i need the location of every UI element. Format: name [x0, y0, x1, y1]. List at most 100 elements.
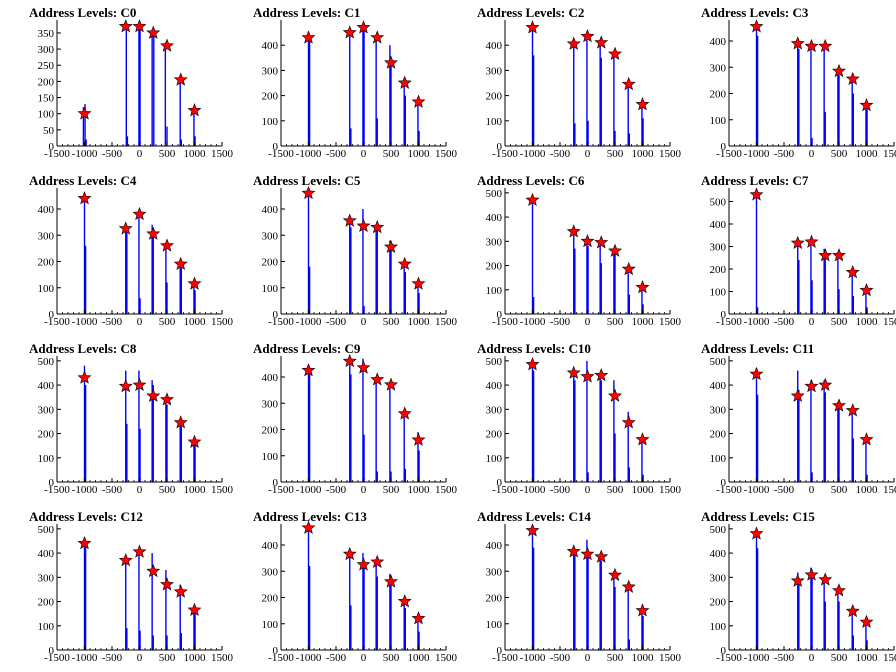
y-tick-label: 0 [497, 141, 503, 153]
peak-marker [594, 35, 609, 49]
peak-marker [845, 265, 860, 279]
peak-marker [749, 187, 764, 201]
y-tick-label: 0 [721, 477, 727, 489]
y-tick-label: 200 [38, 76, 55, 88]
y-tick-label: 100 [262, 619, 279, 631]
x-tick-label: 1500 [435, 148, 458, 160]
y-tick-label: 0 [721, 141, 727, 153]
peak-marker [370, 554, 385, 568]
y-tick-label: 200 [710, 264, 727, 276]
x-tick-label: -1500 [492, 652, 518, 664]
x-tick-label: -1000 [520, 148, 546, 160]
x-tick-label: 500 [159, 148, 176, 160]
peak-marker [356, 360, 371, 374]
x-tick-label: -1000 [744, 484, 770, 496]
peak-marker [370, 220, 385, 234]
chart-title: Address Levels: C0 [29, 5, 136, 20]
x-tick-label: -1000 [72, 148, 98, 160]
y-tick-label: 100 [262, 451, 279, 463]
peak-marker [818, 377, 833, 392]
peak-marker [845, 71, 860, 85]
y-tick-label: 100 [262, 283, 279, 295]
y-tick-label: 300 [486, 236, 503, 248]
x-tick-label: -1500 [44, 484, 70, 496]
y-tick-label: 0 [49, 477, 55, 489]
peak-marker [859, 97, 874, 112]
x-tick-label: 1500 [211, 316, 234, 328]
peak-marker [525, 523, 540, 537]
y-tick-label: 100 [710, 621, 727, 633]
x-tick-label: -500 [326, 148, 347, 160]
peak-marker [146, 226, 161, 240]
x-tick-label: 1500 [883, 148, 896, 160]
x-tick-label: 1500 [211, 484, 234, 496]
x-tick-label: 500 [831, 652, 848, 664]
y-tick-label: 200 [262, 425, 279, 437]
y-tick-label: 0 [273, 645, 279, 657]
peak-marker [832, 398, 846, 412]
x-tick-label: 500 [159, 652, 176, 664]
peak-marker [790, 573, 805, 587]
y-tick-label: 400 [486, 40, 503, 52]
peak-marker [790, 388, 805, 402]
x-tick-label: -500 [550, 148, 571, 160]
peak-marker [187, 434, 202, 448]
x-tick-label: 500 [159, 484, 176, 496]
peak-marker [118, 378, 133, 393]
chart-panel: Address Levels: C7-1500 -1000 -500 0 500 1000… [701, 173, 896, 328]
peak-marker [566, 365, 581, 379]
y-tick-label: 400 [710, 219, 727, 231]
y-tick-label: 400 [38, 380, 55, 392]
peak-marker [160, 392, 174, 406]
peak-marker [370, 30, 385, 44]
peak-marker [77, 106, 92, 120]
x-tick-label: 1000 [184, 316, 207, 328]
y-tick-label: 100 [710, 453, 727, 465]
peak-marker [804, 234, 819, 248]
y-tick-label: 0 [721, 309, 727, 321]
y-tick-label: 100 [38, 109, 55, 121]
x-tick-label: 1500 [659, 484, 682, 496]
x-tick-label: 0 [137, 484, 143, 496]
y-tick-label: 500 [486, 356, 503, 368]
peak-marker [845, 603, 860, 618]
y-tick-label: 0 [497, 309, 503, 321]
x-tick-label: 1500 [435, 316, 458, 328]
y-tick-label: 300 [710, 404, 727, 416]
peak-marker [146, 563, 161, 578]
chart-title: Address Levels: C9 [253, 341, 361, 356]
peak-marker [118, 221, 133, 235]
x-tick-label: -500 [774, 148, 795, 160]
x-tick-label: -500 [102, 652, 123, 664]
y-tick-label: 200 [486, 429, 503, 441]
peak-marker [580, 29, 595, 43]
chart-panel: Address Levels: C11 -1500 -1000 -500 0 500 100… [701, 341, 896, 496]
peak-marker [118, 553, 133, 567]
x-tick-label: -1500 [716, 484, 742, 496]
x-tick-label: -500 [102, 316, 123, 328]
x-tick-label: -1000 [72, 316, 98, 328]
peak-marker [342, 353, 357, 368]
y-tick-label: 300 [710, 62, 727, 74]
x-tick-label: 1500 [659, 652, 682, 664]
peak-marker [818, 572, 833, 586]
peak-marker [832, 63, 846, 78]
y-tick-label: 400 [486, 540, 503, 552]
x-tick-label: 500 [607, 484, 624, 496]
x-tick-label: 500 [607, 316, 624, 328]
peak-marker [832, 583, 846, 597]
peak-marker [566, 544, 581, 558]
x-tick-label: 1000 [856, 316, 879, 328]
x-tick-label: 0 [809, 316, 815, 328]
y-tick-label: 100 [710, 115, 727, 127]
y-tick-label: 400 [486, 380, 503, 392]
y-tick-label: 400 [262, 204, 279, 216]
peak-marker [356, 20, 371, 34]
chart-panel: Address Levels: C8-1500 -1000 -500 0 500 1000… [29, 341, 234, 496]
y-tick-label: 300 [710, 242, 727, 254]
x-tick-label: -1000 [296, 316, 322, 328]
x-tick-label: 0 [809, 148, 815, 160]
x-tick-label: -1000 [72, 652, 98, 664]
peak-marker [370, 372, 385, 386]
x-tick-label: -1500 [492, 484, 518, 496]
